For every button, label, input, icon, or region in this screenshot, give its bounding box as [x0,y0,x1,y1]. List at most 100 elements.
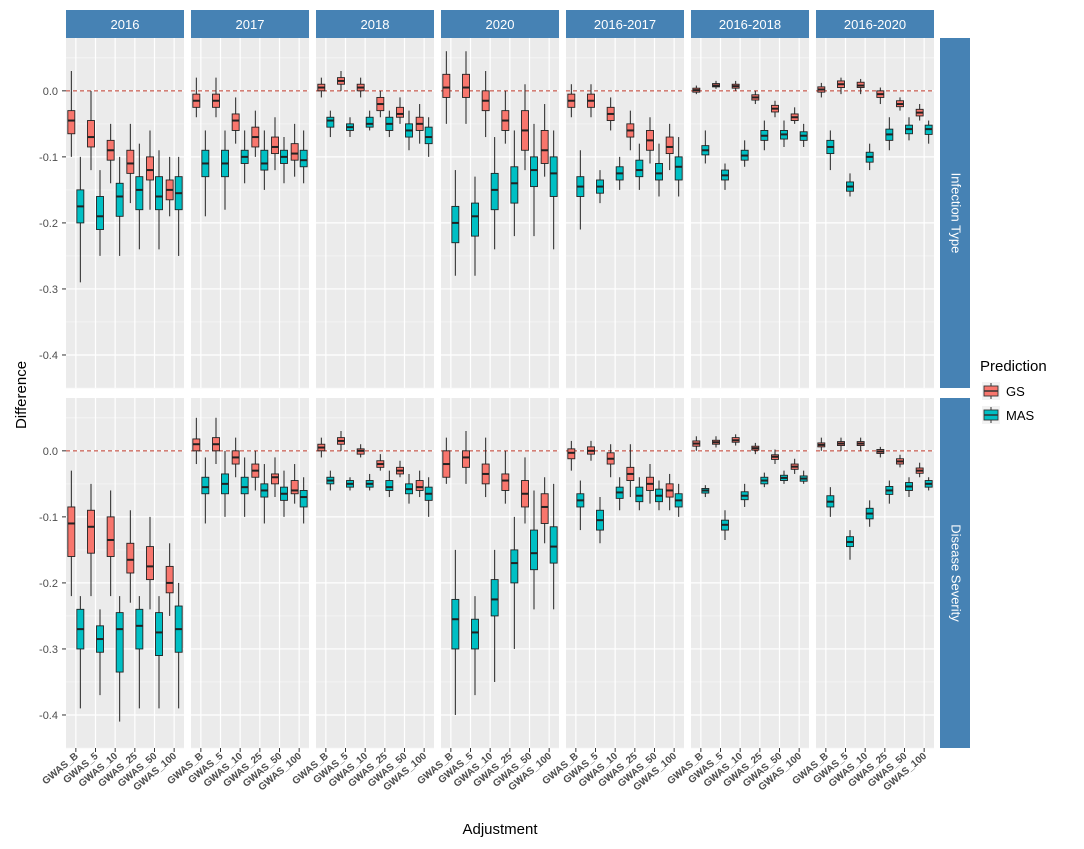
mas-box-gwas_25-box [385,480,394,491]
gs-box-gwas_25-box [126,542,135,574]
panel-background [191,398,309,748]
gs-box-gwas_10-box [231,113,240,131]
mas-box-gwas_25-box [510,166,519,204]
row-strip-infection-type [940,38,970,388]
y-tick-label: 0.0 [43,446,58,458]
column-strip-2016 [66,10,184,38]
gs-box-gwas_100-box [665,136,674,155]
mas-box-gwas_100-box [424,126,433,145]
panel-background [66,38,184,388]
gs-box-gwas_25-box [126,149,135,174]
mas-box-gwas_b-box [326,116,335,128]
gs-box-gwas_50-box [271,136,279,155]
gs-box-gwas_b-box [67,110,76,135]
panel-background [66,398,184,748]
mas-box-gwas_10-box [490,579,499,617]
gs-box-gwas_100-box [540,493,549,524]
gs-box-gwas_b-box [442,73,451,98]
mas-box-gwas_10-box [240,476,249,495]
mas-box-gwas_50-box [655,163,663,181]
mas-box-gwas_10-box [490,172,499,211]
column-strip-label: 2016-2017 [594,17,656,32]
gs-box-gwas_100-box [415,480,424,491]
gs-box-gwas_100-box [540,130,549,164]
gs-box-gwas_5-box [462,450,470,468]
y-tick-label: -0.4 [39,350,58,362]
mas-box-gwas_5-box [471,202,479,237]
column-strip-2020 [441,10,559,38]
gs-box-gwas_5-box [462,73,470,98]
mas-box-gwas_50-box [155,176,163,211]
row-strip-label: Infection Type [949,173,964,254]
mas-box-gwas_b-box [451,205,460,244]
mas-box-gwas_100-box [299,490,308,508]
y-tick-label: -0.3 [39,284,58,296]
column-strip-2016-2017 [566,10,684,38]
y-tick-label: -0.4 [39,710,58,722]
column-strip-label: 2016-2020 [844,17,906,32]
mas-box-gwas_10-box [115,182,124,217]
panel-background [316,38,434,388]
mas-box-gwas_100-box [549,526,558,564]
panel-background [566,38,684,388]
x-axis-title: Adjustment [462,821,538,838]
gs-box-gwas_5-box [87,120,95,148]
column-strip-label: 2018 [361,17,390,32]
column-strip-2017 [191,10,309,38]
panel-background [316,398,434,748]
column-strip-2016-2018 [691,10,809,38]
row-strip-label: Disease Severity [949,524,964,622]
mas-box-gwas_b-box [451,598,460,650]
mas-box-gwas_25-box [135,608,144,650]
y-tick-label: 0.0 [43,86,58,98]
panel-background [441,38,559,388]
y-axis-title: Difference [13,361,30,429]
mas-box-gwas_10-box [365,116,374,128]
mas-box-gwas_25-box [260,149,269,171]
mas-box-gwas_50-box [530,529,538,571]
y-tick-label: -0.1 [39,512,58,524]
panel-background [191,38,309,388]
gs-box-gwas_25-box [501,473,510,491]
panel-background [691,38,809,388]
panel-background [441,398,559,748]
mas-box-gwas_10-box [115,612,124,673]
legend-title: Prediction [980,358,1047,375]
y-tick-label: -0.3 [39,644,58,656]
mas-box-gwas_b-box [201,476,210,495]
gs-box-gwas_50-box [146,156,154,181]
mas-box-gwas_50-box [530,156,538,188]
mas-box-gwas_50-box [155,612,163,656]
mas-box-gwas_25-box [135,176,144,211]
gs-box-gwas_50-box [146,546,154,581]
panel-background [691,398,809,748]
column-strip-2018 [316,10,434,38]
gs-box-gwas_50-box [396,106,404,118]
column-strip-label: 2017 [236,17,265,32]
column-strip-2016-2020 [816,10,934,38]
mas-box-gwas_100-box [674,156,683,181]
mas-box-gwas_5-box [471,618,479,650]
y-tick-label: -0.1 [39,152,58,164]
row-strip-disease-severity [940,398,970,748]
panel-background [816,398,934,748]
mas-box-gwas_25-box [635,159,644,178]
gs-box-gwas_100-box [290,143,299,161]
y-tick-label: -0.2 [39,218,58,230]
gs-box-gwas_100-box [165,565,174,594]
legend-label-mas: MAS [1006,408,1035,423]
mas-box-gwas_100-box [299,149,308,168]
gs-box-gwas_50-box [271,473,279,485]
gs-box-gwas_b-box [67,506,76,557]
column-strip-label: 2020 [486,17,515,32]
column-strip-label: 2016 [111,17,140,32]
gs-box-gwas_5-box [87,509,95,554]
gs-box-gwas_100-box [290,480,299,495]
mas-box-gwas_5-box [96,196,104,230]
mas-box-gwas_25-box [510,549,519,584]
panel-background [566,398,684,748]
y-tick-label: -0.2 [39,578,58,590]
mas-box-gwas_25-box [635,486,644,503]
gs-box-gwas_10-box [106,516,115,557]
